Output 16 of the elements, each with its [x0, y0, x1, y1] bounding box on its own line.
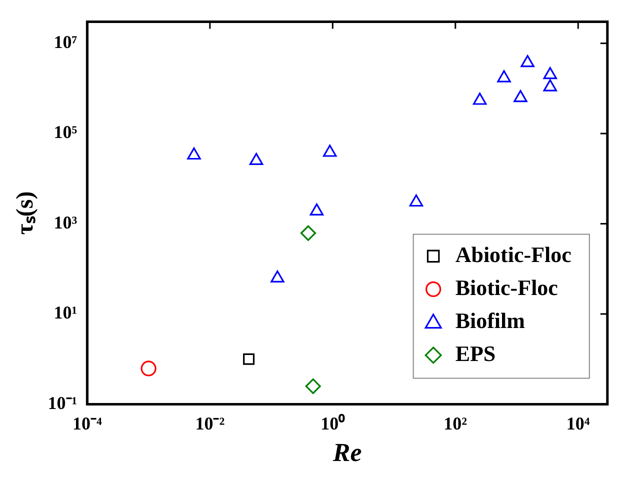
x-tick-label: 10⁴: [566, 414, 590, 434]
y-tick-label: 10¹: [54, 302, 78, 323]
y-tick-label: 10⁻¹: [48, 392, 78, 413]
legend-label: Abiotic-Floc: [455, 242, 572, 267]
x-tick-label: 10⁻⁴: [72, 414, 102, 434]
y-axis-title: τₛ(s): [12, 191, 39, 235]
y-tick-label: 10⁵: [54, 122, 78, 142]
x-axis-title: Re: [332, 438, 362, 468]
x-tick-label: 10⁰: [320, 414, 346, 434]
x-tick-label: 10²: [444, 414, 468, 434]
legend-label: Biotic-Floc: [455, 274, 558, 300]
y-tick-label: 10³: [54, 212, 78, 232]
x-tick-label: 10⁻²: [195, 414, 225, 434]
legend-label: EPS: [455, 340, 496, 366]
y-tick-label: 10⁷: [54, 32, 78, 52]
legend-label: Biofilm: [455, 308, 525, 333]
